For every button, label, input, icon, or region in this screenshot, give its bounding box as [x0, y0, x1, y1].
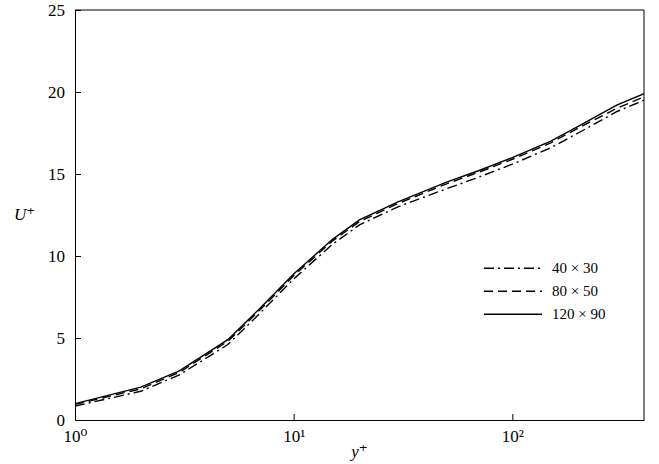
frame-top — [75, 10, 644, 11]
legend-label: 80 × 50 — [552, 283, 598, 299]
x-axis-title: y⁺ — [349, 442, 368, 461]
series-line — [75, 97, 644, 405]
y-tick: 25 — [48, 1, 81, 20]
x-tick: 10¹ — [283, 414, 305, 446]
y-tick-label: 0 — [57, 411, 66, 430]
y-tick-mark — [75, 174, 81, 175]
x-tick-mark — [294, 414, 295, 420]
legend-swatch — [484, 314, 542, 315]
y-axis: 0 5 10 15 20 25 — [48, 1, 81, 430]
y-tick-mark — [75, 10, 81, 11]
y-tick-label: 15 — [48, 165, 65, 184]
chart: 10⁰ 10¹ 10² 0 5 10 15 20 25 40 × 30 80 × 50 120 × 9… — [0, 0, 659, 464]
y-tick-mark — [75, 256, 81, 257]
x-tick-label: 10¹ — [283, 427, 305, 446]
y-tick: 20 — [48, 83, 81, 102]
plot: 10⁰ 10¹ 10² 0 5 10 15 20 25 40 × 30 80 × 50 120 × 9… — [48, 1, 645, 446]
x-tick-label: 10⁰ — [64, 427, 88, 446]
y-tick-mark — [75, 92, 81, 93]
legend-swatch — [484, 268, 542, 269]
y-tick: 0 — [57, 411, 82, 430]
y-tick-mark — [75, 420, 81, 421]
lines — [75, 94, 644, 406]
y-tick: 10 — [48, 247, 81, 266]
legend-label: 40 × 30 — [552, 260, 598, 276]
series-line — [75, 94, 644, 404]
legend-swatch — [484, 291, 542, 292]
y-tick-label: 5 — [57, 329, 66, 348]
x-tick-mark — [512, 414, 513, 420]
y-tick: 5 — [57, 329, 82, 348]
series-line — [75, 100, 644, 406]
legend-label: 120 × 90 — [552, 306, 605, 322]
frame-right — [644, 10, 645, 420]
x-tick-label: 10² — [502, 427, 524, 446]
y-axis-title: U⁺ — [14, 205, 35, 224]
x-tick: 10² — [502, 414, 524, 446]
y-tick-label: 20 — [48, 83, 65, 102]
y-axis-line — [75, 11, 76, 421]
y-tick-label: 25 — [48, 1, 65, 20]
y-tick-mark — [75, 338, 81, 339]
legend: 40 × 30 80 × 50 120 × 90 — [484, 260, 605, 322]
x-axis-line — [76, 420, 645, 421]
y-tick-label: 10 — [48, 247, 65, 266]
y-tick: 15 — [48, 165, 81, 184]
